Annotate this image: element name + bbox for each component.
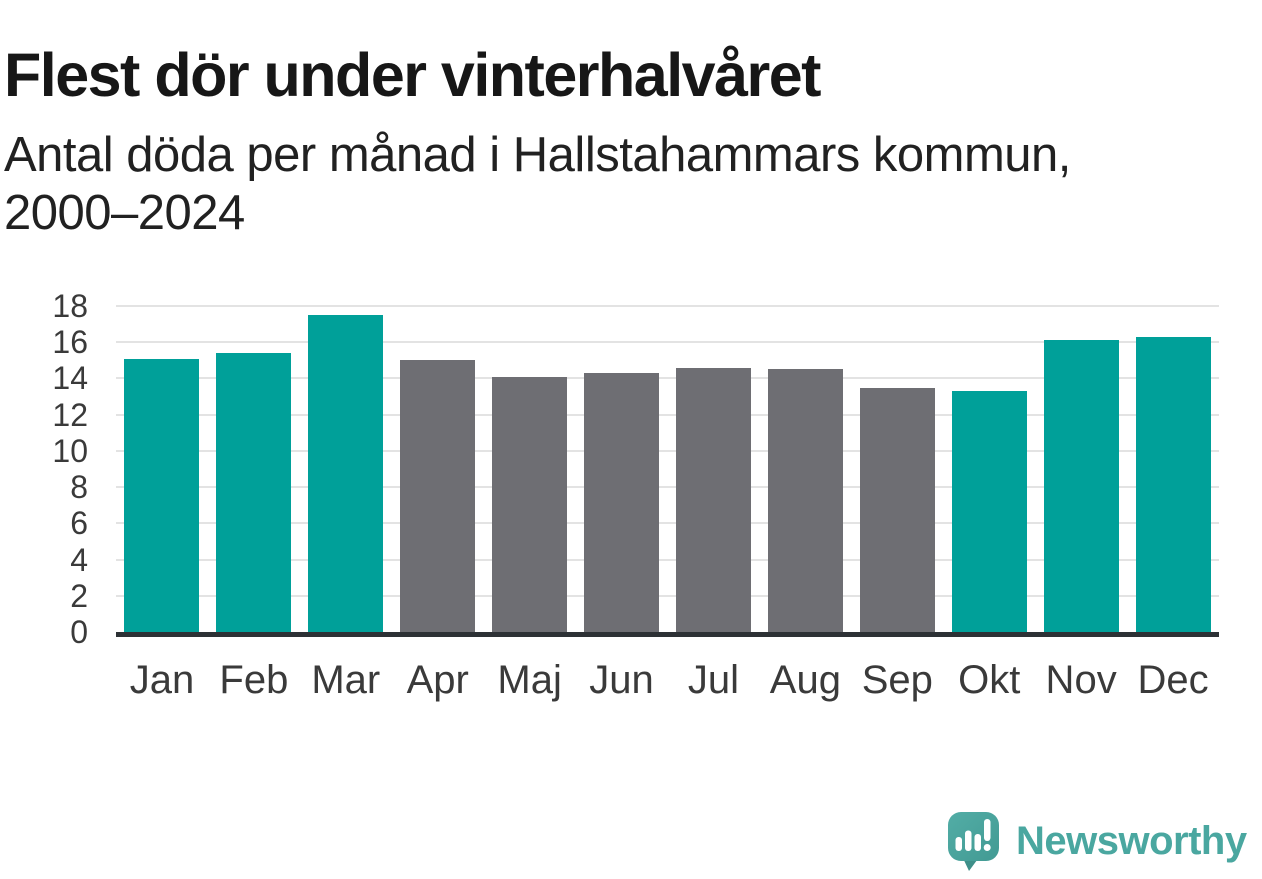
bar-aug (767, 369, 843, 632)
x-axis: Jan Feb Mar Apr Maj Jun Jul Aug Sep Okt Nov Dec (116, 660, 1219, 710)
gridline (116, 522, 1219, 525)
chart-subtitle: Antal döda per månad i Hallstahammars ko… (4, 126, 1254, 242)
x-tick-label: Dec (1137, 658, 1209, 702)
y-tick-label: 2 (70, 577, 88, 614)
bar-apr (400, 360, 476, 632)
y-axis: 0 2 4 6 8 10 12 14 16 18 (0, 290, 88, 648)
gridline (116, 305, 1219, 307)
y-tick-label: 6 (70, 505, 88, 542)
x-axis-line (116, 632, 1219, 637)
gridline (116, 341, 1219, 344)
subtitle-line-2: 2000–2024 (4, 186, 245, 240)
gridline (116, 486, 1219, 489)
gridline (116, 449, 1219, 452)
gridline (116, 594, 1219, 597)
newsworthy-speech-bubble-chart-icon (948, 812, 999, 871)
bar-nov (1043, 340, 1119, 632)
x-tick-label: Aug (769, 658, 841, 702)
bar-sep (859, 387, 935, 632)
y-tick-label: 12 (52, 396, 88, 433)
bar-jun (584, 373, 660, 632)
x-tick-label: Jul (687, 658, 740, 702)
x-tick-label: Maj (497, 658, 562, 702)
y-tick-label: 4 (70, 541, 88, 578)
brand-wordmark: Newsworthy (1016, 818, 1247, 863)
gridline (116, 377, 1219, 380)
y-tick-label: 18 (52, 288, 88, 324)
bar-mar (308, 315, 384, 632)
x-tick-label: Mar (311, 658, 381, 702)
x-tick-label: Feb (219, 658, 289, 702)
x-tick-label: Jan (129, 658, 195, 702)
x-tick-label: Nov (1045, 658, 1117, 702)
plot-area (116, 305, 1219, 632)
x-tick-label: Apr (406, 658, 469, 702)
x-tick-label: Jun (589, 658, 654, 702)
y-tick-label: 16 (52, 324, 88, 361)
y-tick-label: 0 (70, 614, 88, 650)
gridline (116, 413, 1219, 416)
bar-jan (124, 358, 200, 632)
y-tick-label: 10 (52, 432, 88, 469)
gridline (116, 558, 1219, 561)
x-tick-label: Okt (958, 658, 1021, 702)
bar-dec (1135, 336, 1211, 632)
bar-jul (675, 367, 751, 632)
x-tick-label: Sep (861, 658, 933, 702)
y-tick-label: 8 (70, 469, 88, 506)
newsworthy-logo: Newsworthy (946, 810, 1247, 872)
y-tick-label: 14 (52, 360, 88, 397)
bar-feb (216, 353, 292, 632)
bar-maj (492, 376, 568, 632)
subtitle-line-1: Antal döda per månad i Hallstahammars ko… (4, 128, 1071, 182)
bar-okt (951, 391, 1027, 632)
page-title: Flest dör under vinterhalvåret (4, 40, 822, 109)
